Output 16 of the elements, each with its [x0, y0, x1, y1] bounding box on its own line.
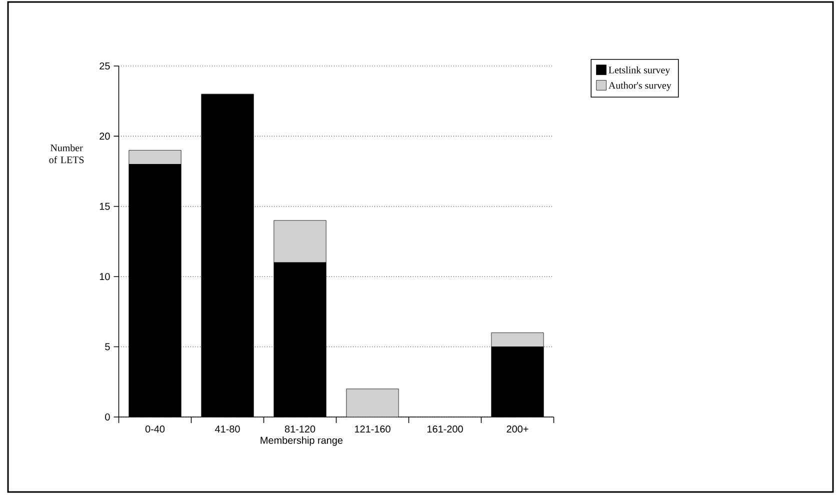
y-tick-label: 5: [105, 343, 110, 350]
y-axis-title: Number of LETS: [49, 144, 84, 164]
y-tick-label: 20: [100, 132, 110, 140]
y-tick-label: 25: [100, 62, 110, 70]
x-tick-label: 0-40: [145, 426, 165, 433]
x-tick-label: 161-200: [427, 426, 463, 433]
y-tick-label: 0: [105, 413, 110, 421]
legend-label: Author's survey: [608, 82, 672, 91]
x-tick-label: 121-160: [354, 426, 390, 433]
legend-label: Letslink survey: [608, 66, 670, 76]
x-tick-label: 81-120: [284, 426, 316, 433]
x-axis-title: Membership range: [260, 436, 343, 446]
x-tick-label: 200+: [506, 426, 528, 433]
y-tick-label: 10: [100, 273, 110, 280]
y-tick-label: 15: [100, 202, 110, 210]
x-tick-label: 41-80: [215, 426, 240, 433]
